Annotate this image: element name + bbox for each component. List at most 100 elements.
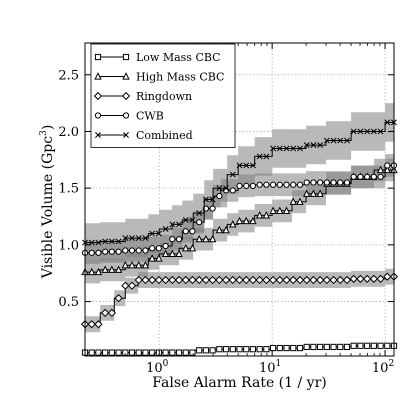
data-point [262, 275, 271, 285]
data-point [256, 181, 263, 188]
data-point [377, 128, 384, 135]
data-point [342, 275, 352, 285]
x-tick-exponent: 2 [388, 359, 394, 369]
data-point [108, 238, 115, 245]
legend-item: High Mass CBC [94, 71, 224, 84]
data-point [196, 347, 203, 354]
data-point [350, 128, 357, 135]
series-cross [82, 119, 397, 246]
data-point [242, 275, 251, 285]
data-point [242, 216, 250, 225]
x-tick-base: 10 [372, 361, 389, 376]
legend-label: Ringdown [136, 90, 192, 103]
data-point [208, 275, 217, 285]
data-point [149, 349, 156, 356]
data-point [310, 179, 317, 186]
data-point [168, 275, 177, 285]
data-point [376, 165, 385, 174]
legend-label: Combined [136, 129, 193, 142]
data-point [196, 219, 203, 226]
y-tick-label: 0.5 [58, 295, 79, 310]
y-tick-label: 1.5 [58, 182, 79, 197]
data-point [303, 142, 310, 149]
y-tick-label: 1.0 [58, 238, 79, 253]
data-point [114, 265, 123, 273]
legend-marker [121, 91, 131, 101]
legend-label: CWB [136, 110, 164, 123]
data-point [222, 346, 230, 353]
data-point [128, 349, 136, 356]
data-point [364, 128, 371, 135]
y-axis-label: Visible Volume (Gpc3) [39, 125, 56, 280]
data-point [162, 349, 169, 356]
data-point [229, 346, 236, 353]
data-point [384, 119, 391, 126]
data-point [370, 173, 377, 180]
y-tick-label: 2.0 [58, 125, 79, 140]
band-cross [85, 100, 394, 262]
series-square [81, 342, 398, 356]
data-point [168, 249, 177, 258]
data-point [363, 274, 372, 283]
data-point [88, 239, 95, 246]
data-point [310, 142, 317, 149]
data-point [102, 248, 109, 255]
data-point [148, 254, 156, 262]
data-point [176, 221, 182, 228]
data-point [88, 267, 96, 276]
legend-item: Ringdown [93, 90, 192, 103]
data-point [209, 205, 216, 212]
data-point [141, 260, 150, 269]
data-point [135, 247, 142, 254]
plot-frame [84, 42, 395, 357]
data-point [169, 221, 176, 228]
data-point [175, 249, 183, 258]
y-axis-label-close: ) [40, 125, 56, 130]
data-point [202, 347, 210, 354]
data-point [276, 206, 284, 214]
data-point [162, 242, 169, 250]
data-point [128, 247, 136, 254]
data-point [216, 185, 223, 192]
y-axis-label-text: Visible Volume (Gpc [40, 136, 56, 280]
x-axis-label: False Alarm Rate (1 / yr) [152, 375, 326, 391]
series-diamond [80, 272, 399, 329]
data-point [303, 179, 310, 186]
data-point [256, 153, 263, 160]
data-point [175, 236, 183, 243]
data-point [209, 196, 216, 203]
data-point [94, 320, 103, 329]
data-point [357, 173, 364, 180]
data-point [330, 343, 337, 351]
data-point [383, 165, 391, 174]
data-point [263, 153, 270, 160]
data-point [223, 185, 230, 192]
x-tick-base: 10 [259, 361, 276, 376]
data-point [343, 179, 351, 186]
data-point [249, 216, 257, 225]
band-diamond [85, 266, 394, 333]
data-point [384, 342, 391, 349]
data-point [115, 248, 122, 255]
data-point [364, 342, 371, 349]
data-point [142, 235, 149, 242]
data-point [169, 236, 176, 243]
data-point [323, 179, 330, 186]
data-point [243, 182, 250, 189]
data-point [236, 162, 243, 169]
data-point [282, 206, 291, 214]
data-point [269, 206, 277, 214]
data-point [121, 281, 130, 290]
legend-item: Low Mass CBC [94, 51, 221, 64]
x-tick-exponent: 1 [276, 359, 282, 369]
data-point [323, 343, 330, 351]
data-point [289, 197, 297, 205]
series-lines [80, 119, 399, 356]
x-tick-base: 10 [146, 361, 163, 376]
data-point [182, 228, 189, 235]
data-point [337, 179, 344, 186]
data-point [376, 274, 385, 283]
data-point [221, 275, 231, 285]
